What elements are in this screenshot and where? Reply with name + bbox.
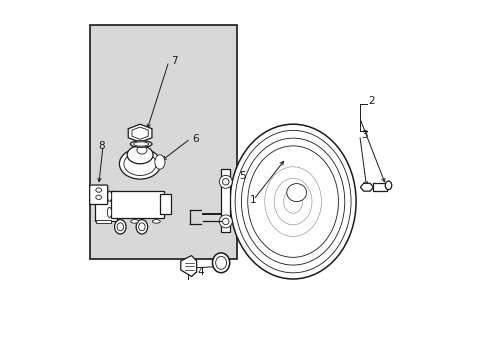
Ellipse shape [107, 207, 111, 217]
Ellipse shape [96, 195, 102, 199]
Text: 5: 5 [239, 171, 245, 181]
Ellipse shape [215, 256, 226, 269]
Polygon shape [128, 124, 152, 142]
Circle shape [219, 215, 232, 228]
Text: 6: 6 [192, 134, 199, 144]
Ellipse shape [155, 155, 164, 169]
Text: 2: 2 [368, 96, 375, 106]
Bar [221, 169, 230, 232]
Polygon shape [132, 127, 148, 139]
Ellipse shape [123, 152, 156, 175]
Polygon shape [181, 256, 196, 276]
Text: 4: 4 [197, 267, 204, 277]
Ellipse shape [136, 220, 147, 234]
Bar [96, 220, 110, 223]
Ellipse shape [133, 142, 148, 146]
Circle shape [219, 175, 232, 188]
Ellipse shape [114, 220, 126, 234]
Ellipse shape [286, 184, 306, 202]
Text: 1: 1 [249, 195, 256, 205]
Ellipse shape [96, 188, 102, 192]
Ellipse shape [139, 223, 145, 231]
Bar [111, 191, 163, 218]
Ellipse shape [230, 124, 355, 279]
Polygon shape [360, 183, 373, 191]
Ellipse shape [385, 181, 391, 190]
Text: 7: 7 [170, 56, 177, 66]
Ellipse shape [152, 220, 160, 223]
Bar [160, 194, 170, 214]
Text: 3: 3 [361, 130, 367, 140]
Ellipse shape [137, 146, 146, 154]
Ellipse shape [119, 148, 161, 179]
Ellipse shape [127, 146, 153, 164]
Ellipse shape [107, 191, 111, 201]
FancyBboxPatch shape [89, 185, 107, 204]
Bar [95, 191, 117, 221]
Circle shape [222, 179, 228, 185]
Ellipse shape [117, 223, 123, 231]
Bar [372, 183, 386, 191]
Ellipse shape [212, 253, 229, 273]
Bar [89, 25, 237, 259]
Ellipse shape [130, 141, 152, 147]
Circle shape [222, 218, 228, 225]
Ellipse shape [130, 220, 139, 223]
Text: 8: 8 [99, 141, 105, 151]
